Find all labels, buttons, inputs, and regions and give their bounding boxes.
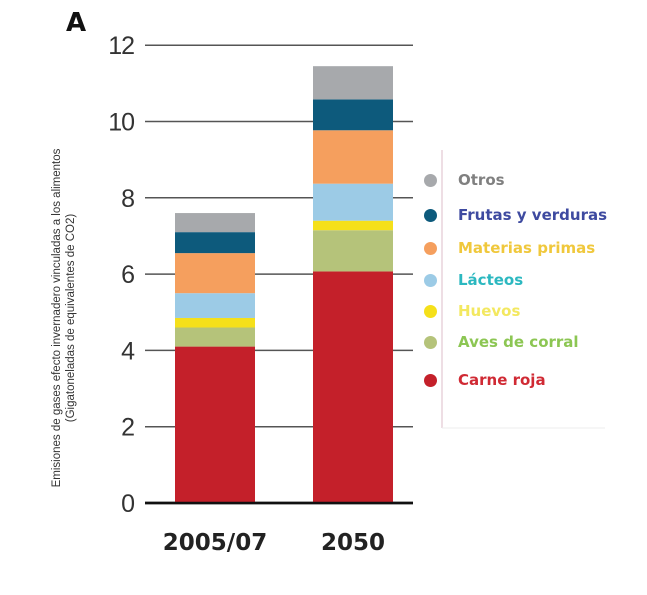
legend-item: Huevos <box>424 302 520 320</box>
legend-label: Frutas y verduras <box>458 206 608 224</box>
legend-marker <box>424 335 437 349</box>
bar-segment-materias-primas <box>313 130 393 184</box>
y-tick-label: 10 <box>108 109 134 137</box>
legend-label: Huevos <box>458 302 521 320</box>
legend-marker <box>424 273 437 287</box>
legend-item: Aves de corral <box>424 333 579 351</box>
y-tick-label: 12 <box>108 32 134 60</box>
bar-segment-carne-roja <box>313 271 393 503</box>
legend-marker <box>424 208 437 222</box>
legend-marker <box>424 304 437 318</box>
legend-item: Carne roja <box>424 371 546 389</box>
legend-label: Otros <box>458 171 505 189</box>
bar-segment-aves-de-corral <box>175 327 255 347</box>
bar-segment-otros <box>175 213 255 233</box>
y-tick-label: 0 <box>121 490 134 518</box>
panel-label: A <box>66 8 87 38</box>
legend-item: Otros <box>424 171 505 189</box>
bar-segment-huevos <box>313 220 393 231</box>
bar-segment-lácteos <box>175 293 255 318</box>
bar-segment-aves-de-corral <box>313 230 393 272</box>
bar-segment-materias-primas <box>175 253 255 294</box>
legend-item: Lácteos <box>424 271 523 289</box>
legend-label: Carne roja <box>458 371 546 389</box>
x-tick-label: 2050 <box>321 530 385 556</box>
bar-segment-frutas-y-verduras <box>175 232 255 254</box>
y-tick-label: 2 <box>121 414 134 442</box>
legend-marker <box>424 373 437 387</box>
legend-label: Lácteos <box>458 271 524 289</box>
bar-segment-huevos <box>175 317 255 328</box>
legend-item: Frutas y verduras <box>424 206 607 224</box>
x-tick-label: 2005/07 <box>163 530 267 556</box>
bar-segment-otros <box>313 66 393 100</box>
legend-label: Aves de corral <box>458 333 579 351</box>
legend-marker <box>424 241 437 255</box>
y-tick-label: 4 <box>121 337 135 365</box>
legend-marker <box>424 173 437 187</box>
y-tick-label: 6 <box>121 261 134 289</box>
bar-segment-frutas-y-verduras <box>313 99 393 131</box>
legend-label: Materias primas <box>458 239 596 257</box>
bar-segment-carne-roja <box>175 346 255 503</box>
bar-segment-lácteos <box>313 183 393 221</box>
legend-item: Materias primas <box>424 239 595 257</box>
y-tick-label: 8 <box>121 185 134 213</box>
